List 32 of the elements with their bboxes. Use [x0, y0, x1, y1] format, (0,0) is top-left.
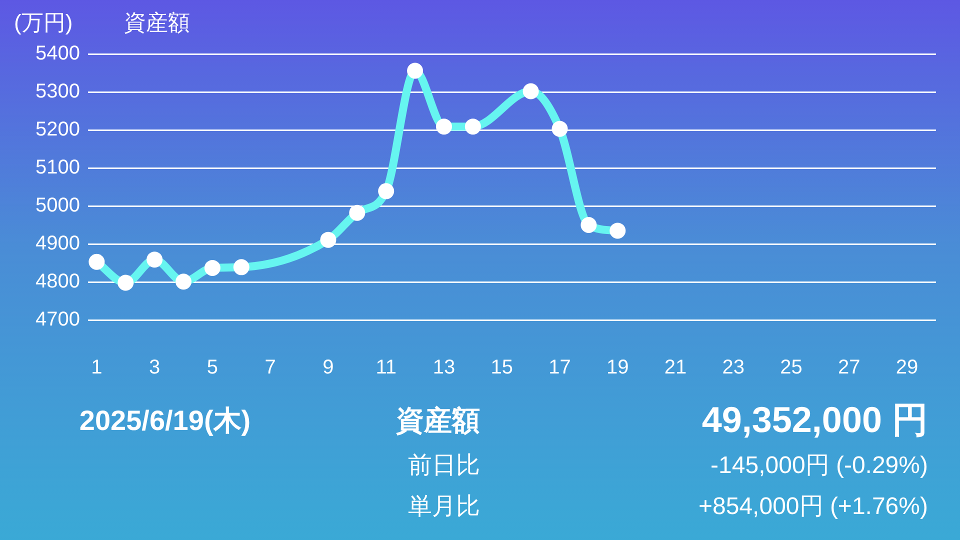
x-tick-label: 29 — [896, 356, 918, 379]
y-tick-label: 5400 — [36, 42, 80, 65]
x-tick-label: 15 — [490, 356, 513, 379]
y-tick-label: 4900 — [36, 232, 80, 255]
x-tick-label: 21 — [664, 356, 687, 379]
x-tick-label: 5 — [206, 356, 218, 379]
x-tick-label: 13 — [432, 356, 456, 379]
text: 2025/6/19(木) — [78, 404, 252, 438]
x-tick-label: 3 — [149, 356, 160, 379]
x-tick-label: 19 — [606, 356, 629, 379]
y-tick-label: 5200 — [36, 118, 80, 141]
y-tick-label: 5000 — [36, 194, 80, 217]
x-tick-label: 25 — [780, 356, 802, 379]
text: 資産額 — [395, 404, 480, 438]
y-tick-label: 5300 — [36, 80, 80, 103]
x-tick-label: 7 — [264, 356, 276, 379]
text: 49,352,000 円 — [700, 398, 928, 442]
text: 前日比 — [407, 451, 480, 481]
y-tick-label: 4800 — [36, 270, 80, 293]
x-tick-label: 9 — [322, 356, 334, 379]
x-tick-label: 17 — [548, 356, 571, 379]
x-tick-label: 23 — [722, 356, 745, 379]
y-tick-label: 5100 — [36, 156, 80, 179]
text: 単月比 — [407, 492, 480, 522]
x-tick-label: 27 — [838, 356, 860, 379]
y-tick-label: 4700 — [36, 308, 80, 331]
text: -145,000円 (-0.29%) — [710, 451, 928, 481]
y-axis-title: (万円) — [14, 9, 73, 37]
x-tick-label: 11 — [376, 356, 396, 379]
chart-title: 資産額 — [124, 9, 190, 37]
x-tick-label: 1 — [91, 356, 102, 379]
text: +854,000円 (+1.76%) — [698, 492, 928, 522]
